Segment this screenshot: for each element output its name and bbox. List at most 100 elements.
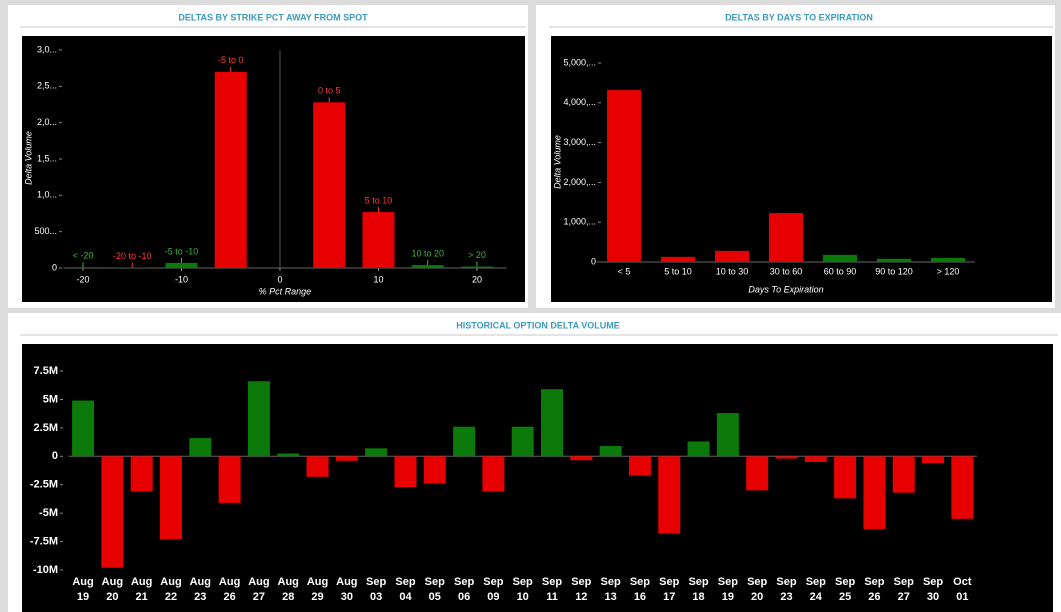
x-tick-label: 60 to 90 bbox=[824, 266, 857, 276]
bar bbox=[930, 258, 966, 262]
y-tick-label: 0 bbox=[52, 450, 58, 462]
x-tick-label: 10 to 30 bbox=[716, 266, 749, 276]
label-line: 18 bbox=[692, 591, 704, 603]
y-tick-label: 3,0... bbox=[37, 44, 57, 54]
x-tick-label: Sep 17 bbox=[659, 576, 679, 603]
bar bbox=[628, 456, 651, 476]
bar bbox=[335, 456, 358, 461]
data-label: -5 to 0 bbox=[218, 55, 244, 65]
label-line: 23 bbox=[194, 591, 206, 603]
y-tick-label: 500... bbox=[34, 226, 57, 236]
label-line: 20 bbox=[106, 591, 118, 603]
label-line: Sep bbox=[894, 576, 914, 588]
x-tick-label: -10 bbox=[175, 274, 188, 284]
label-line: Aug bbox=[131, 576, 152, 588]
y-tick-label: 2,5... bbox=[37, 81, 57, 91]
label-line: 12 bbox=[575, 591, 587, 603]
data-label: 5 to 10 bbox=[365, 195, 393, 205]
bar bbox=[482, 456, 505, 492]
label-line: 27 bbox=[898, 591, 910, 603]
label-line: Sep bbox=[513, 576, 533, 588]
label-line: 30 bbox=[341, 591, 353, 603]
label-line: 30 bbox=[927, 591, 939, 603]
label-line: Sep bbox=[630, 576, 650, 588]
bar bbox=[804, 456, 827, 462]
bar bbox=[66, 267, 100, 268]
label-line: 11 bbox=[546, 591, 558, 603]
label-line: 26 bbox=[868, 591, 880, 603]
x-tick-label: Aug 26 bbox=[219, 576, 240, 603]
bar bbox=[277, 453, 300, 457]
x-tick-label: Sep 20 bbox=[747, 576, 767, 603]
bar bbox=[165, 262, 198, 268]
x-tick-label: Sep 30 bbox=[923, 576, 943, 603]
bar bbox=[951, 456, 974, 519]
x-tick-label: > 120 bbox=[937, 266, 960, 276]
label-line: 05 bbox=[429, 591, 441, 603]
y-tick-label: -7.5M bbox=[30, 535, 58, 547]
bar bbox=[606, 90, 642, 263]
x-tick-label: Sep 10 bbox=[513, 576, 533, 603]
y-tick-label: 3,000,... bbox=[563, 137, 596, 147]
label-line: Aug bbox=[307, 576, 328, 588]
x-tick-label: Sep 09 bbox=[483, 576, 503, 603]
y-tick-label: -10M bbox=[33, 564, 58, 576]
label-line: Oct bbox=[953, 576, 972, 588]
x-tick-label: 90 to 120 bbox=[875, 266, 913, 276]
x-tick-label: -20 bbox=[76, 274, 89, 284]
label-line: Aug bbox=[72, 576, 93, 588]
label-line: 04 bbox=[399, 591, 412, 603]
x-tick-label: Sep 16 bbox=[630, 576, 650, 603]
x-tick-label: Aug 29 bbox=[307, 576, 328, 603]
x-tick-label: Aug 28 bbox=[278, 576, 299, 603]
x-tick-label: Sep 25 bbox=[835, 576, 855, 603]
y-tick-label: 7.5M bbox=[34, 365, 58, 377]
bar bbox=[570, 456, 593, 461]
x-axis-label: % Pct Range bbox=[259, 286, 312, 296]
bar bbox=[746, 456, 769, 491]
bar bbox=[775, 456, 798, 459]
label-line: 19 bbox=[722, 591, 734, 603]
bar bbox=[460, 266, 493, 268]
x-tick-label: Sep 12 bbox=[571, 576, 591, 603]
x-tick-label: Sep 11 bbox=[542, 576, 562, 603]
y-tick-label: 1,5... bbox=[37, 153, 57, 163]
bar bbox=[922, 456, 945, 464]
label-line: 23 bbox=[780, 591, 792, 603]
bar bbox=[214, 71, 247, 268]
x-tick-label: Aug 22 bbox=[160, 576, 181, 603]
bar bbox=[72, 400, 95, 457]
bar bbox=[660, 256, 696, 262]
bar bbox=[411, 265, 444, 268]
label-line: 21 bbox=[136, 591, 148, 603]
plot-area bbox=[22, 36, 525, 302]
bar bbox=[599, 446, 622, 457]
bar bbox=[768, 213, 804, 262]
x-axis-label: Days To Expiration bbox=[748, 284, 823, 294]
data-label: > 20 bbox=[468, 250, 486, 260]
label-line: 25 bbox=[839, 591, 851, 603]
y-tick-label: 0 bbox=[591, 256, 596, 266]
y-tick-label: 4,000,... bbox=[563, 97, 596, 107]
label-line: Sep bbox=[747, 576, 767, 588]
x-tick-label: Aug 23 bbox=[190, 576, 211, 603]
x-tick-label: Aug 27 bbox=[248, 576, 269, 603]
label-line: 16 bbox=[634, 591, 646, 603]
data-label: -20 to -10 bbox=[113, 251, 152, 261]
y-tick-label: 1,000,... bbox=[563, 217, 596, 227]
chart-title: DELTAS BY STRIKE PCT AWAY FROM SPOT bbox=[178, 12, 368, 22]
y-tick-label: 1,0... bbox=[37, 190, 57, 200]
label-line: Sep bbox=[835, 576, 855, 588]
bar bbox=[541, 389, 564, 457]
x-tick-label: 20 bbox=[472, 274, 482, 284]
x-tick-label: 30 to 60 bbox=[770, 266, 803, 276]
bar bbox=[423, 456, 446, 484]
label-line: Aug bbox=[278, 576, 299, 588]
y-tick-label: -2.5M bbox=[30, 479, 58, 491]
bar bbox=[394, 456, 417, 487]
label-line: 17 bbox=[663, 591, 675, 603]
x-tick-label: 10 bbox=[373, 274, 383, 284]
label-line: Sep bbox=[776, 576, 796, 588]
chart-title: HISTORICAL OPTION DELTA VOLUME bbox=[456, 320, 620, 330]
x-tick-label: Sep 13 bbox=[601, 576, 621, 603]
